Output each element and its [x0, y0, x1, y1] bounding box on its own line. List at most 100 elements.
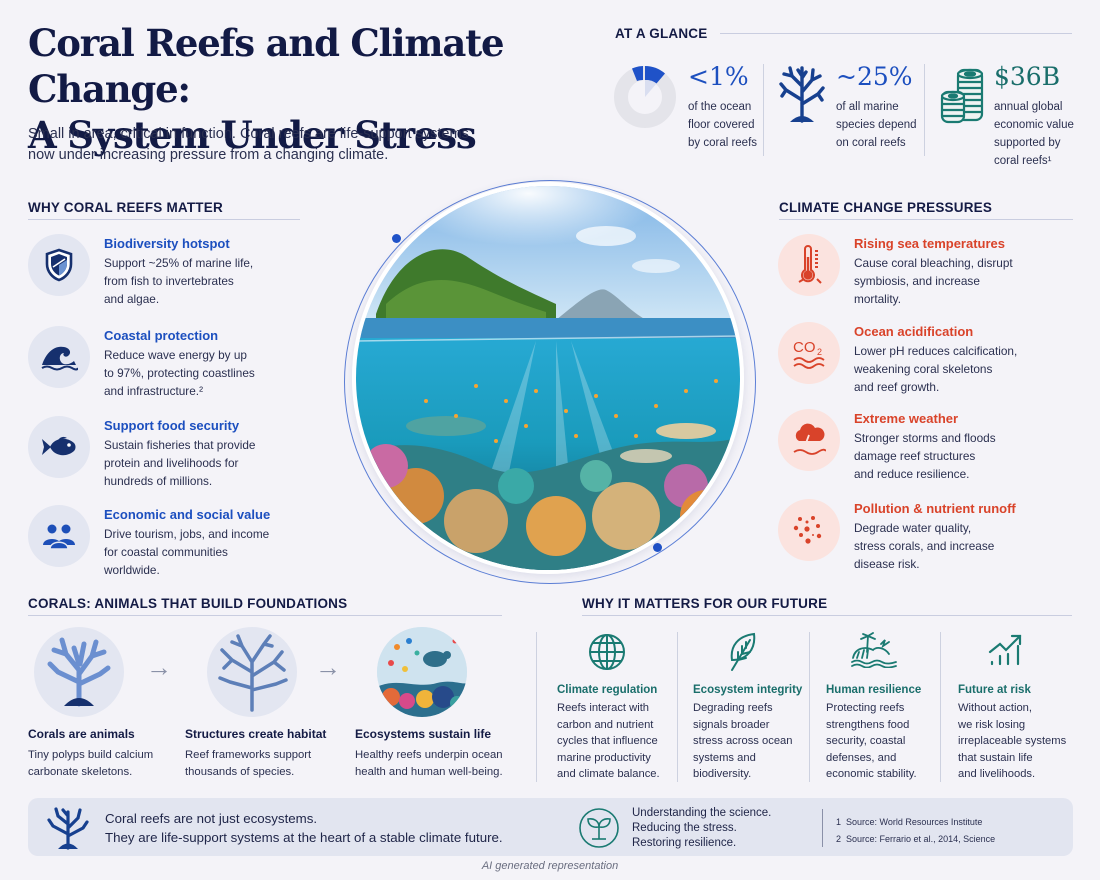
ring-dot [653, 543, 662, 552]
source-item: 1 Source: World Resources Institute [836, 817, 983, 827]
list-item-coastal-protection: Coastal protection Reduce wave energy by… [28, 326, 303, 400]
ecosystem-illustration [377, 627, 467, 717]
column-divider [940, 632, 941, 782]
column-divider [536, 632, 537, 782]
reef-structure-illustration [207, 627, 297, 717]
step-title: Corals are animals [28, 727, 135, 741]
step-description: Healthy reefs underpin ocean health and … [355, 749, 503, 778]
item-description: Cause coral bleaching, disrupt symbiosis… [854, 256, 1013, 306]
future-item-ecosystem-integrity: Ecosystem integrity Degrading reefs sign… [693, 632, 821, 783]
arrow-right-icon: → [146, 652, 172, 682]
section-divider [720, 33, 1072, 34]
why-matter-heading: WHY CORAL REEFS MATTER [28, 200, 223, 215]
stat-value: ~25% [836, 62, 913, 91]
item-title: Economic and social value [104, 507, 271, 522]
item-description: Protecting reefs strengthens food securi… [826, 702, 917, 780]
pressures-heading: CLIMATE CHANGE PRESSURES [779, 200, 993, 215]
list-item-rising-temperatures: Rising sea temperatures Cause coral blea… [778, 234, 1078, 308]
photo-ring-decoration [344, 180, 756, 584]
item-description: Without action, we risk losing irreplace… [958, 702, 1067, 780]
list-item-food-security: Support food security Sustain fisheries … [28, 416, 303, 490]
banner-divider [822, 809, 823, 847]
stat-value: $36B [994, 62, 1061, 91]
item-title: Rising sea temperatures [854, 236, 1006, 251]
coral-step-ecosystems: Ecosystems sustain life Healthy reefs un… [355, 627, 525, 781]
fish-icon [28, 416, 90, 478]
item-description: Reduce wave energy by up to 97%, protect… [104, 348, 255, 398]
coral-icon [778, 64, 826, 124]
storm-icon [778, 409, 840, 471]
step-description: Tiny polyps build calcium carbonate skel… [28, 749, 154, 778]
list-item-extreme-weather: Extreme weather Stronger storms and floo… [778, 409, 1078, 483]
thermometer-icon [778, 234, 840, 296]
coral-step-habitat: Structures create habitat Reef framework… [185, 627, 335, 781]
page-title: Coral Reefs and Climate Change: A System… [28, 21, 505, 157]
donut-chart-icon [612, 64, 678, 130]
item-description: Reefs interact with carbon and nutrient … [557, 702, 660, 780]
svg-text:CO: CO [793, 339, 816, 356]
stat-divider [924, 64, 925, 156]
item-title: Ocean acidification [854, 324, 974, 339]
item-title: Pollution & nutrient runoff [854, 501, 1016, 516]
stat-economic-value: $36B annual global economic value suppor… [940, 62, 1074, 170]
co2-icon: CO 2 [778, 322, 840, 384]
corals-heading: CORALS: ANIMALS THAT BUILD FOUNDATIONS [28, 596, 348, 611]
section-divider [28, 615, 502, 616]
coral-polyp-illustration [34, 627, 124, 717]
future-item-future-at-risk: Future at risk Without action, we risk l… [958, 632, 1086, 783]
leaf-icon [693, 632, 793, 674]
arrow-right-icon: → [315, 652, 341, 682]
shield-icon [28, 234, 90, 296]
stat-divider [763, 64, 764, 156]
section-divider [28, 219, 300, 220]
list-item-pollution: Pollution & nutrient runoff Degrade wate… [778, 499, 1078, 573]
people-icon [28, 505, 90, 567]
item-description: Degrade water quality, stress corals, an… [854, 521, 995, 571]
coral-reef-photo [352, 182, 744, 574]
column-divider [809, 632, 810, 782]
banner-message: Coral reefs are not just ecosystems. The… [105, 811, 503, 845]
list-item-economic-social: Economic and social value Drive tourism,… [28, 505, 303, 579]
section-divider [779, 219, 1073, 220]
step-description: Reef frameworks support thousands of spe… [185, 749, 312, 778]
page-subtitle: Small in area, critical in function. Cor… [28, 126, 469, 163]
wave-icon [28, 326, 90, 388]
item-description: Support ~25% of marine life, from fish t… [104, 256, 254, 306]
svg-text:2: 2 [817, 347, 822, 357]
summary-banner [28, 798, 1073, 856]
list-item-ocean-acidification: CO 2 Ocean acidification Lower pH reduce… [778, 322, 1078, 396]
stat-ocean-floor: <1% of the ocean floor covered by coral … [612, 62, 757, 152]
coins-icon [940, 66, 986, 126]
section-divider [582, 615, 1072, 616]
item-title: Future at risk [958, 684, 1031, 696]
coral-step-animals: Corals are animals Tiny polyps build cal… [28, 627, 178, 781]
item-description: Drive tourism, jobs, and income for coas… [104, 527, 270, 577]
future-item-human-resilience: Human resilience Protecting reefs streng… [826, 632, 954, 783]
island-icon [826, 632, 922, 674]
sprout-icon [578, 807, 620, 854]
list-item-biodiversity: Biodiversity hotspot Support ~25% of mar… [28, 234, 303, 308]
step-title: Structures create habitat [185, 727, 327, 741]
item-title: Climate regulation [557, 684, 658, 696]
ring-dot [392, 234, 401, 243]
item-description: Lower pH reduces calcification, weakenin… [854, 344, 1018, 394]
item-description: Stronger storms and floods damage reef s… [854, 431, 996, 481]
future-item-climate-regulation: Climate regulation Reefs interact with c… [557, 632, 685, 783]
stat-value: <1% [688, 62, 749, 91]
stat-description: annual global economic value supported b… [994, 101, 1074, 167]
stat-description: of the ocean floor covered by coral reef… [688, 101, 758, 149]
stat-marine-species: ~25% of all marine species depend on cor… [778, 62, 917, 152]
item-title: Extreme weather [854, 411, 959, 426]
item-title: Support food security [104, 418, 240, 433]
at-a-glance-heading: AT A GLANCE [615, 26, 708, 41]
item-title: Human resilience [826, 684, 922, 696]
coral-icon [46, 806, 90, 855]
future-heading: WHY IT MATTERS FOR OUR FUTURE [582, 596, 828, 611]
source-item: 2 Source: Ferrario et al., 2014, Science [836, 834, 996, 844]
step-title: Ecosystems sustain life [355, 727, 492, 741]
column-divider [677, 632, 678, 782]
particles-icon [778, 499, 840, 561]
globe-icon [557, 632, 657, 674]
stat-description: of all marine species depend on coral re… [836, 101, 917, 149]
item-description: Sustain fisheries that provide protein a… [104, 438, 256, 488]
